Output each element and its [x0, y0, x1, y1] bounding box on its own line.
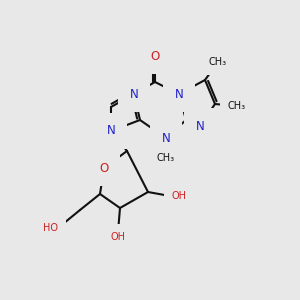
Text: CH₃: CH₃ — [209, 57, 227, 67]
Text: N: N — [196, 119, 204, 133]
Text: CH₃: CH₃ — [157, 153, 175, 163]
Text: OH: OH — [172, 191, 187, 201]
Text: N: N — [175, 88, 183, 100]
Text: O: O — [150, 50, 160, 62]
Text: N: N — [130, 88, 138, 100]
Text: O: O — [99, 161, 109, 175]
Text: HO: HO — [43, 223, 58, 233]
Text: CH₃: CH₃ — [228, 101, 246, 111]
Text: N: N — [162, 131, 170, 145]
Text: N: N — [106, 124, 116, 137]
Text: OH: OH — [110, 232, 125, 242]
